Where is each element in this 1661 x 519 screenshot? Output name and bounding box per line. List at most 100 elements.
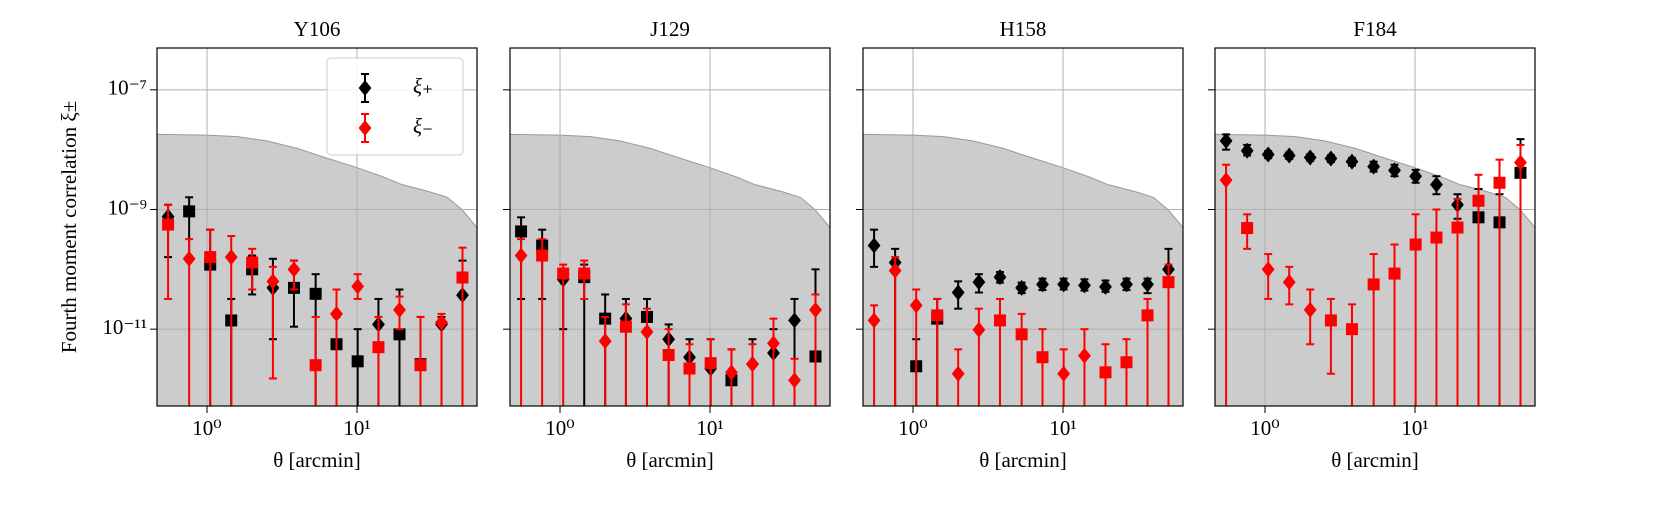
marker-diamond [1219,132,1233,149]
panel-title: Y106 [294,17,341,41]
x-axis-label: θ [arcmin] [626,448,714,472]
x-tick-label: 10¹ [343,416,370,440]
marker-diamond [788,372,801,389]
plot-area [510,48,830,406]
marker-diamond [1409,168,1423,185]
marker-diamond [351,278,365,295]
marker-square [246,256,259,269]
marker-square [683,362,696,375]
marker-diamond [867,237,881,254]
marker-diamond [287,261,301,278]
marker-diamond [182,250,196,267]
axes-frame [1214,47,1536,407]
legend: ξ₊ ξ₋ [326,57,464,156]
marker-diamond [1282,274,1296,291]
marker-square [662,349,675,362]
marker-diamond [972,274,986,291]
marker-square [557,267,570,280]
marker-diamond [1078,347,1091,364]
x-tick-label: 10⁰ [192,416,221,440]
shaded-region [863,133,1183,406]
marker-square [456,271,469,284]
x-axis-label: θ [arcmin] [979,448,1067,472]
marker-diamond [330,305,343,322]
marker-diamond [909,297,923,314]
marker-square [1162,276,1175,289]
marker-square [1430,231,1443,244]
marker-diamond [1261,146,1275,163]
marker-diamond [1324,150,1338,167]
marker-square [162,218,175,231]
marker-square [372,341,385,354]
marker-square [1367,278,1380,291]
marker-square [515,225,528,238]
marker-square [204,251,217,264]
marker-diamond [1015,279,1029,296]
y-tick-label: 10⁻⁷ [108,76,147,100]
marker-diamond [725,364,738,381]
marker-diamond [1345,153,1359,170]
marker-square [393,328,406,341]
marker-square [993,314,1006,327]
marker-diamond [393,301,406,318]
marker-square [183,205,196,218]
axes-frame [862,47,1184,407]
marker-diamond [1057,276,1071,293]
y-tick-label: 10⁻¹¹ [102,315,147,339]
legend-label: ξ₋ [413,114,433,138]
marker-diamond [1303,301,1317,318]
plot-area [1215,48,1535,406]
marker-square [351,355,364,368]
x-axis-label: θ [arcmin] [273,448,361,472]
marker-diamond [809,301,822,318]
marker-diamond [1514,154,1527,171]
marker-square [578,267,591,280]
marker-diamond [1219,172,1233,189]
marker-square [704,357,717,370]
marker-square [1409,238,1422,251]
marker-diamond [1057,365,1071,382]
marker-diamond [867,312,881,329]
marker-diamond [514,247,528,264]
marker-diamond [1036,276,1049,293]
shaded-region [510,133,830,406]
marker-square [1472,194,1485,207]
marker-square [309,359,322,372]
marker-diamond [598,333,612,350]
marker-diamond [1430,176,1443,193]
marker-diamond [1367,158,1381,175]
marker-square [1493,176,1506,189]
marker-square [619,320,632,333]
marker-square [1141,309,1154,322]
marker-square [1099,366,1112,379]
marker-diamond [788,312,801,329]
x-tick-label: 10⁰ [545,416,574,440]
marker-diamond [972,321,986,338]
marker-diamond [1261,261,1275,278]
panel-title: J129 [650,17,690,41]
y-tick-label: 10⁻⁹ [108,195,147,219]
marker-diamond [746,356,759,373]
marker-diamond [224,249,238,266]
marker-square [1241,222,1254,235]
marker-diamond [1141,276,1154,293]
marker-diamond [640,323,654,340]
marker-diamond [1388,162,1401,179]
marker-square [1015,328,1028,341]
axes-frame [156,47,478,407]
marker-diamond [1282,147,1296,164]
axes-frame [509,47,831,407]
marker-diamond [435,314,448,331]
marker-square [931,309,944,322]
x-tick-label: 10¹ [1049,416,1076,440]
marker-diamond [1078,277,1091,294]
marker-diamond [266,273,280,290]
marker-diamond [888,262,902,279]
x-tick-label: 10¹ [696,416,723,440]
marker-square [1036,351,1049,364]
marker-square [1345,323,1358,336]
marker-diamond [951,284,965,301]
panel-title: F184 [1353,17,1397,41]
marker-square [1120,356,1133,369]
